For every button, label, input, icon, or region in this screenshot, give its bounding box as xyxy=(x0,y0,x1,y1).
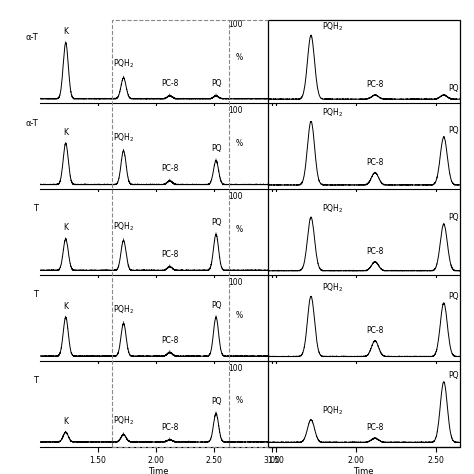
Text: PC-8: PC-8 xyxy=(161,250,178,267)
X-axis label: Time: Time xyxy=(148,466,169,474)
Text: PQH$_2$: PQH$_2$ xyxy=(322,202,344,215)
Text: 100: 100 xyxy=(228,20,243,29)
Text: K: K xyxy=(63,301,68,318)
Text: T: T xyxy=(33,376,38,385)
Text: PQ: PQ xyxy=(448,292,458,301)
Text: K: K xyxy=(63,417,68,432)
Text: PC-8: PC-8 xyxy=(161,164,178,181)
X-axis label: Time: Time xyxy=(354,466,374,474)
Text: PC-8: PC-8 xyxy=(366,157,383,173)
Text: %: % xyxy=(236,310,243,319)
Text: PQH$_2$: PQH$_2$ xyxy=(322,281,344,293)
Text: PQ: PQ xyxy=(448,371,458,380)
Text: T: T xyxy=(33,290,38,299)
Text: %: % xyxy=(236,396,243,405)
Text: PQH$_2$: PQH$_2$ xyxy=(113,415,134,435)
Text: PQH$_2$: PQH$_2$ xyxy=(322,404,344,417)
Text: %: % xyxy=(236,225,243,234)
Text: PC-8: PC-8 xyxy=(366,247,383,262)
Text: PC-8: PC-8 xyxy=(366,326,383,341)
Text: K: K xyxy=(63,223,68,239)
Text: T: T xyxy=(33,204,38,213)
Text: PQH$_2$: PQH$_2$ xyxy=(113,220,134,240)
Text: PC-8: PC-8 xyxy=(366,423,383,438)
Text: K: K xyxy=(63,27,68,43)
Text: PQ: PQ xyxy=(448,84,458,93)
Text: PC-8: PC-8 xyxy=(366,80,383,95)
Text: %: % xyxy=(236,53,243,62)
Text: PQH$_2$: PQH$_2$ xyxy=(322,106,344,118)
Text: PQ: PQ xyxy=(448,213,458,222)
Text: PQ: PQ xyxy=(211,218,221,235)
Text: PC-8: PC-8 xyxy=(161,79,178,96)
Text: PQH$_2$: PQH$_2$ xyxy=(322,20,344,33)
Text: PQH$_2$: PQH$_2$ xyxy=(113,131,134,151)
Text: K: K xyxy=(63,128,68,144)
Text: PQH$_2$: PQH$_2$ xyxy=(113,303,134,323)
Text: PQ: PQ xyxy=(211,301,221,318)
Text: PQ: PQ xyxy=(211,397,221,414)
Text: α-T: α-T xyxy=(25,33,38,42)
Text: 100: 100 xyxy=(228,278,243,287)
Text: α-T: α-T xyxy=(25,118,38,128)
Text: PC-8: PC-8 xyxy=(161,423,178,440)
Text: PQ: PQ xyxy=(448,126,458,135)
Text: PQ: PQ xyxy=(211,144,221,161)
Text: 100: 100 xyxy=(228,192,243,201)
Text: PQH$_2$: PQH$_2$ xyxy=(113,58,134,78)
Text: PQ: PQ xyxy=(211,79,221,96)
Text: 100: 100 xyxy=(228,106,243,115)
Text: %: % xyxy=(236,139,243,148)
Text: 100: 100 xyxy=(228,364,243,373)
Text: PC-8: PC-8 xyxy=(161,336,178,353)
